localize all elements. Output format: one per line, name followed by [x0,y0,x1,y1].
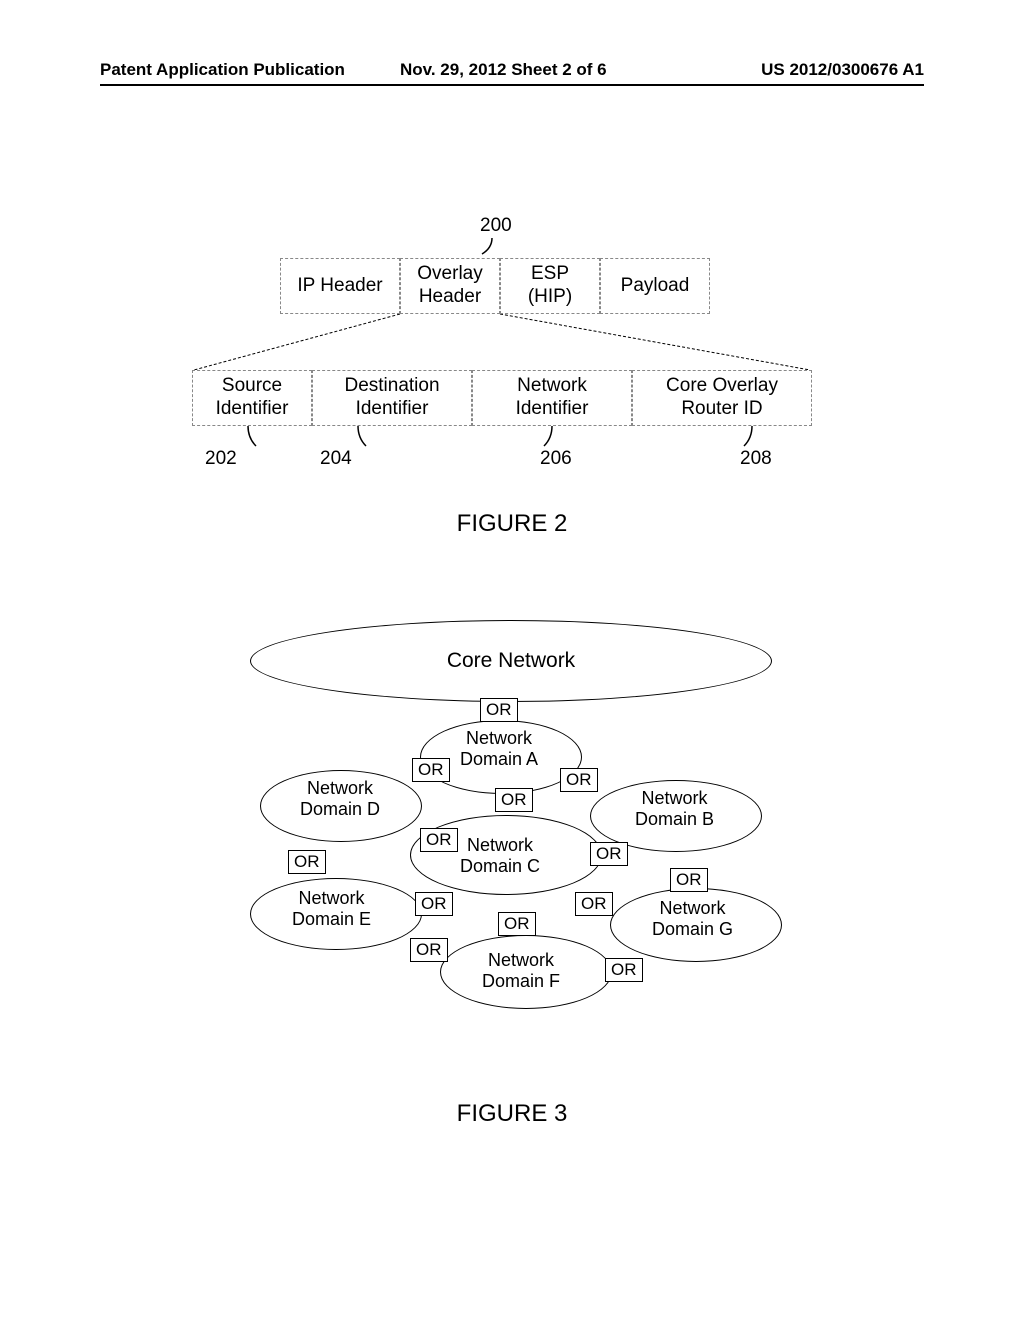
figure-2-caption: FIGURE 2 [0,510,1024,538]
or-a-right: OR [560,768,598,792]
or-e-right: OR [410,938,448,962]
or-a-bottom: OR [495,788,533,812]
or-c-left: OR [415,892,453,916]
or-c-right: OR [575,892,613,916]
packet-row: IP Header Overlay Header ESP (HIP) Paylo… [280,258,710,314]
domain-f-label: Network Domain F [482,950,560,991]
payload-box: Payload [600,258,710,314]
domain-c-label: Network Domain C [460,835,540,876]
domain-e-label: Network Domain E [292,888,371,929]
ref-206: 206 [540,448,572,470]
or-core: OR [480,698,518,722]
or-b-left: OR [590,842,628,866]
callout-200 [480,238,510,258]
ref-208: 208 [740,448,772,470]
callout-202 [240,426,260,450]
figure-3-container: Core Network OR Network Domain A OR OR O… [220,620,780,1050]
overlay-detail-row: Source Identifier Destination Identifier… [192,370,812,426]
callout-204 [350,426,370,450]
expansion-lines [190,314,840,374]
core-network-cloud: Core Network [250,620,772,702]
or-b-bottom: OR [670,868,708,892]
header-left: Patent Application Publication [100,60,345,80]
domain-d-label: Network Domain D [300,778,380,819]
ip-header-box: IP Header [280,258,400,314]
or-d-bottom: OR [288,850,326,874]
domain-b-label: Network Domain B [635,788,714,829]
core-router-id-box: Core Overlay Router ID [632,370,812,426]
callout-206 [540,426,560,450]
overlay-header-box: Overlay Header [400,258,500,314]
figure-3-caption: FIGURE 3 [0,1100,1024,1128]
domain-g-label: Network Domain G [652,898,733,939]
network-id-box: Network Identifier [472,370,632,426]
domain-a-label: Network Domain A [460,728,538,769]
or-g-left: OR [605,958,643,982]
source-id-box: Source Identifier [192,370,312,426]
page: Patent Application Publication Nov. 29, … [0,0,1024,1320]
or-a-left: OR [412,758,450,782]
header-center: Nov. 29, 2012 Sheet 2 of 6 [400,60,607,80]
ref-200: 200 [480,215,512,237]
header-rule [100,84,924,86]
esp-box: ESP (HIP) [500,258,600,314]
header-right: US 2012/0300676 A1 [761,60,924,80]
or-d-right: OR [420,828,458,852]
dest-id-box: Destination Identifier [312,370,472,426]
ref-204: 204 [320,448,352,470]
or-c-bottom: OR [498,912,536,936]
callout-208 [740,426,760,450]
ref-202: 202 [205,448,237,470]
